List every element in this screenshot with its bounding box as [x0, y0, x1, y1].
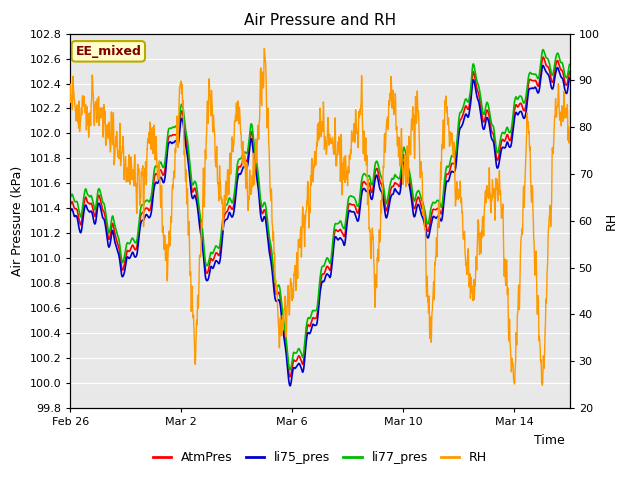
X-axis label: Time: Time [534, 434, 565, 447]
Y-axis label: RH: RH [605, 212, 618, 230]
Text: –: – [570, 122, 575, 132]
Y-axis label: Air Pressure (kPa): Air Pressure (kPa) [11, 166, 24, 276]
Text: –: – [570, 75, 575, 85]
Text: EE_mixed: EE_mixed [76, 45, 141, 58]
Text: –: – [570, 216, 575, 226]
Text: –: – [570, 310, 575, 319]
Title: Air Pressure and RH: Air Pressure and RH [244, 13, 396, 28]
Text: –: – [570, 29, 575, 38]
Text: –: – [570, 403, 575, 413]
Text: –: – [570, 263, 575, 273]
Text: –: – [570, 169, 575, 179]
Legend: AtmPres, li75_pres, li77_pres, RH: AtmPres, li75_pres, li77_pres, RH [148, 446, 492, 469]
Text: –: – [570, 356, 575, 366]
